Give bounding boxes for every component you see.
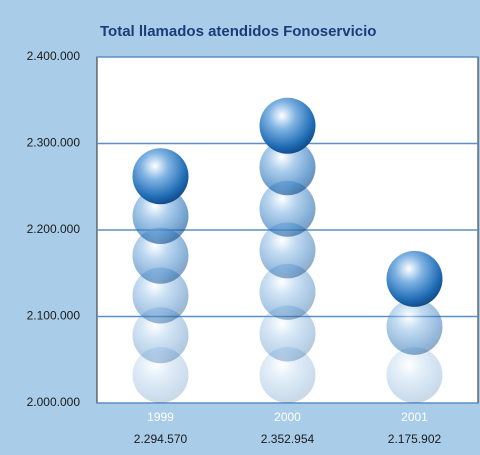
y-tick-label: 2.200.000 [27,222,81,236]
sphere [259,180,316,237]
y-tick-label: 2.000.000 [27,395,81,409]
sphere [259,222,316,279]
sphere [132,148,189,205]
sphere [386,347,443,403]
sphere [132,307,189,364]
sphere [132,267,189,324]
sphere [132,187,189,244]
sphere [259,97,316,154]
value-label: 2.294.570 [134,432,188,446]
x-tick-label: 1999 [147,410,174,424]
sphere [259,263,316,320]
x-tick-label: 2000 [274,410,301,424]
sphere [259,139,316,196]
sphere [259,347,316,403]
sphere [132,347,189,403]
value-label: 2.352.954 [261,432,315,446]
bar [132,148,189,403]
y-tick-label: 2.400.000 [27,49,81,63]
bar [259,97,316,403]
sphere [132,227,189,284]
sphere [386,298,443,355]
value-label: 2.175.902 [388,432,442,446]
sphere [386,250,443,307]
sphere [259,305,316,362]
bar [386,250,443,403]
y-tick-label: 2.300.000 [27,136,81,150]
x-tick-label: 2001 [401,410,428,424]
y-tick-label: 2.100.000 [27,309,81,323]
chart-title: Total llamados atendidos Fonoservicio [100,23,376,40]
